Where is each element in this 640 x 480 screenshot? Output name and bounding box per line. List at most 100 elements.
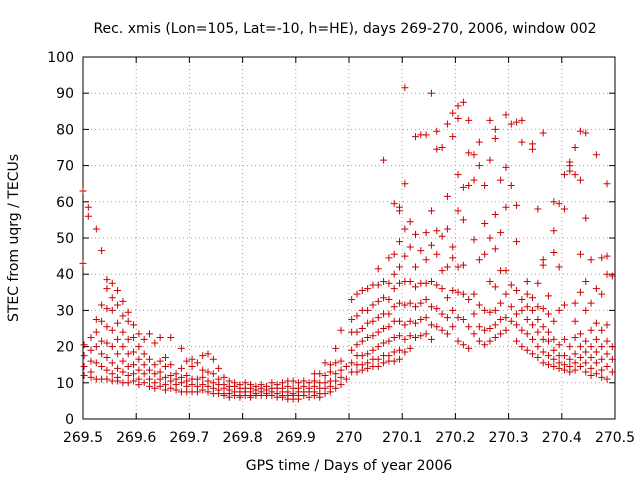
- data-point: [406, 299, 414, 307]
- data-point: [374, 355, 382, 363]
- data-point: [412, 133, 419, 141]
- y-tick-label: 40: [56, 267, 74, 283]
- data-point: [465, 296, 473, 304]
- data-point: [592, 319, 600, 327]
- data-point: [566, 343, 574, 351]
- data-point: [576, 343, 584, 351]
- data-point: [465, 116, 473, 124]
- data-point: [603, 375, 611, 383]
- data-point: [321, 390, 329, 398]
- data-point: [385, 279, 393, 287]
- data-point: [475, 337, 483, 345]
- data-point: [560, 171, 568, 179]
- data-point: [475, 138, 483, 146]
- data-point: [475, 162, 483, 170]
- data-point: [316, 393, 324, 401]
- data-point: [481, 326, 489, 334]
- data-point: [204, 368, 212, 376]
- data-point: [454, 102, 462, 110]
- data-point: [396, 263, 404, 271]
- data-point: [491, 283, 499, 291]
- data-point: [310, 391, 318, 399]
- data-point: [427, 335, 435, 343]
- data-point: [385, 323, 393, 331]
- data-point: [603, 180, 611, 188]
- data-point: [103, 339, 111, 347]
- data-point: [459, 261, 467, 269]
- data-point: [396, 355, 404, 363]
- data-point: [385, 310, 393, 318]
- data-point: [603, 337, 611, 345]
- data-point: [529, 335, 537, 343]
- data-point: [491, 334, 499, 342]
- data-point: [518, 296, 526, 304]
- data-point: [140, 335, 148, 343]
- data-point: [289, 377, 297, 385]
- data-point: [443, 120, 451, 128]
- data-point: [364, 334, 372, 342]
- data-point: [193, 388, 201, 396]
- data-point: [555, 263, 563, 271]
- data-point: [337, 357, 345, 365]
- data-point: [326, 361, 334, 369]
- data-point: [294, 395, 302, 403]
- data-point: [353, 312, 361, 320]
- data-point: [124, 335, 132, 343]
- data-point: [332, 384, 340, 392]
- data-point: [502, 290, 510, 298]
- data-point: [193, 375, 201, 383]
- data-point: [513, 321, 521, 329]
- data-point: [475, 323, 483, 331]
- data-point: [337, 381, 345, 389]
- data-point: [608, 355, 616, 363]
- data-point: [571, 317, 579, 325]
- x-tick-label: 270.5: [595, 430, 635, 446]
- data-point: [529, 306, 537, 314]
- data-point: [497, 176, 505, 184]
- data-point: [518, 138, 526, 146]
- data-point: [385, 337, 393, 345]
- data-point: [417, 332, 425, 340]
- data-point: [156, 375, 164, 383]
- data-point: [380, 325, 388, 332]
- data-point: [571, 299, 579, 307]
- data-point: [560, 366, 568, 374]
- data-point: [119, 343, 127, 351]
- data-point: [534, 315, 542, 323]
- data-point: [465, 344, 473, 352]
- data-point: [598, 366, 606, 374]
- data-point: [539, 261, 547, 269]
- data-point: [358, 286, 366, 294]
- data-point: [513, 201, 521, 209]
- data-point: [502, 267, 510, 275]
- data-point: [529, 294, 537, 302]
- data-point: [422, 279, 430, 287]
- data-point: [396, 299, 404, 307]
- data-point: [167, 361, 175, 369]
- data-point: [449, 243, 457, 251]
- data-point: [438, 326, 446, 334]
- data-point: [465, 149, 473, 157]
- data-point: [582, 359, 590, 367]
- data-point: [449, 306, 457, 314]
- data-point: [167, 377, 175, 385]
- data-point: [390, 250, 398, 258]
- x-tick-label: 269.5: [63, 430, 103, 446]
- data-point: [523, 315, 531, 323]
- data-point: [204, 388, 212, 396]
- data-point: [396, 332, 404, 340]
- data-point: [576, 353, 584, 361]
- data-point: [534, 303, 542, 311]
- data-point: [374, 297, 382, 305]
- data-point: [140, 379, 148, 387]
- data-point: [587, 256, 595, 264]
- data-point: [598, 290, 606, 298]
- data-point: [502, 203, 510, 211]
- data-point: [337, 373, 345, 381]
- data-point: [406, 277, 414, 285]
- data-point: [98, 350, 106, 358]
- data-point: [114, 301, 122, 309]
- data-point: [582, 337, 590, 345]
- data-point: [209, 370, 217, 378]
- data-point: [598, 343, 606, 351]
